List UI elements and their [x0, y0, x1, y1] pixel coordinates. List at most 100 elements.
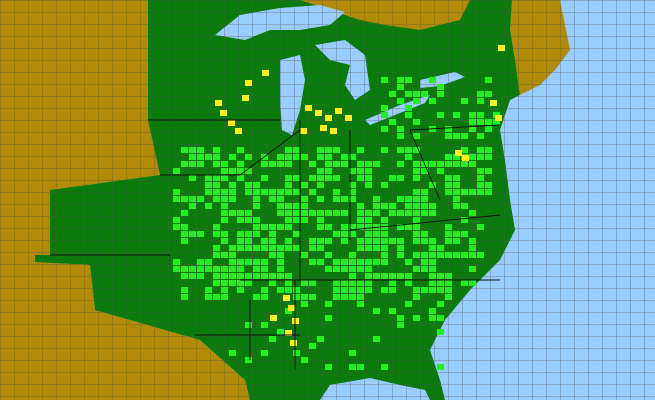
county-present: [245, 189, 252, 195]
county-present: [477, 112, 484, 118]
county-present: [453, 238, 460, 244]
county-present: [453, 189, 460, 195]
county-present: [269, 231, 276, 237]
county-present: [421, 259, 428, 265]
county-present: [285, 147, 292, 153]
county-present: [389, 280, 396, 286]
county-present: [221, 280, 228, 286]
county-present: [205, 182, 212, 188]
county-present: [429, 280, 436, 286]
county-present: [381, 147, 388, 153]
county-present: [237, 175, 244, 181]
county-present: [405, 196, 412, 202]
county-present: [221, 175, 228, 181]
county-present: [237, 266, 244, 272]
county-present: [205, 189, 212, 195]
county-present: [413, 266, 420, 272]
county-present: [181, 196, 188, 202]
county-present: [253, 294, 260, 300]
county-present: [405, 147, 412, 153]
county-present: [373, 308, 380, 314]
county-present: [413, 147, 420, 153]
county-present: [413, 252, 420, 258]
county-present: [189, 231, 196, 237]
county-present: [477, 133, 484, 139]
county-present: [389, 308, 396, 314]
county-present: [269, 245, 276, 251]
county-present: [245, 217, 252, 223]
county-present: [469, 266, 476, 272]
county-present: [357, 364, 364, 370]
county-present: [301, 294, 308, 300]
county-present: [301, 196, 308, 202]
county-present: [189, 175, 196, 181]
county-present: [237, 161, 244, 167]
county-present: [213, 189, 220, 195]
county-present: [237, 231, 244, 237]
county-present: [221, 231, 228, 237]
county-present: [181, 210, 188, 216]
county-present: [445, 294, 452, 300]
county-present: [293, 210, 300, 216]
county-present: [413, 315, 420, 321]
county-present: [245, 182, 252, 188]
county-present: [461, 161, 468, 167]
county-present: [469, 161, 476, 167]
county-other: [220, 110, 227, 116]
county-present: [325, 154, 332, 160]
county-present: [349, 189, 356, 195]
county-present: [357, 238, 364, 244]
county-present: [205, 266, 212, 272]
county-present: [429, 238, 436, 244]
county-present: [253, 259, 260, 265]
county-present: [349, 252, 356, 258]
county-present: [229, 259, 236, 265]
county-present: [341, 266, 348, 272]
county-present: [373, 210, 380, 216]
county-present: [389, 203, 396, 209]
county-present: [261, 273, 268, 279]
county-present: [349, 350, 356, 356]
county-present: [421, 231, 428, 237]
county-present: [341, 196, 348, 202]
county-present: [421, 252, 428, 258]
county-present: [261, 189, 268, 195]
county-present: [221, 266, 228, 272]
county-present: [333, 189, 340, 195]
county-other: [292, 318, 299, 324]
county-present: [213, 266, 220, 272]
county-present: [429, 266, 436, 272]
county-present: [493, 119, 500, 125]
county-present: [437, 161, 444, 167]
county-present: [261, 161, 268, 167]
county-present: [413, 238, 420, 244]
county-present: [181, 273, 188, 279]
county-present: [245, 273, 252, 279]
county-present: [277, 329, 284, 335]
county-present: [445, 189, 452, 195]
county-present: [261, 245, 268, 251]
county-present: [421, 210, 428, 216]
county-present: [197, 273, 204, 279]
county-present: [405, 105, 412, 111]
county-present: [205, 259, 212, 265]
county-present: [325, 224, 332, 230]
county-present: [293, 350, 300, 356]
county-present: [309, 210, 316, 216]
county-present: [237, 217, 244, 223]
county-present: [221, 287, 228, 293]
county-present: [445, 182, 452, 188]
county-present: [373, 238, 380, 244]
county-present: [221, 196, 228, 202]
county-present: [373, 203, 380, 209]
county-present: [357, 175, 364, 181]
county-present: [413, 91, 420, 97]
county-present: [333, 161, 340, 167]
county-present: [349, 273, 356, 279]
county-present: [341, 238, 348, 244]
county-present: [357, 217, 364, 223]
county-present: [453, 231, 460, 237]
county-present: [453, 161, 460, 167]
county-present: [421, 168, 428, 174]
